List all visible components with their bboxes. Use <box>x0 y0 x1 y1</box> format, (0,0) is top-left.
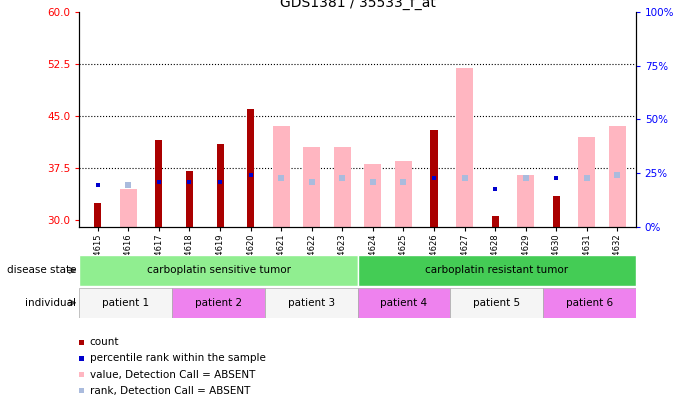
Text: disease state: disease state <box>6 265 76 275</box>
Bar <box>172 288 265 318</box>
Bar <box>430 130 437 227</box>
Bar <box>578 137 595 227</box>
Text: patient 5: patient 5 <box>473 298 520 308</box>
Text: patient 1: patient 1 <box>102 298 149 308</box>
Bar <box>358 288 451 318</box>
Text: patient 3: patient 3 <box>287 298 335 308</box>
Text: count: count <box>90 337 120 347</box>
Text: patient 2: patient 2 <box>195 298 242 308</box>
Bar <box>553 196 560 227</box>
Bar <box>155 140 162 227</box>
Bar <box>358 255 636 286</box>
Bar <box>364 164 381 227</box>
Bar <box>265 288 358 318</box>
Title: GDS1381 / 35533_f_at: GDS1381 / 35533_f_at <box>280 0 435 10</box>
Bar <box>79 288 172 318</box>
Text: carboplatin sensitive tumor: carboplatin sensitive tumor <box>146 265 290 275</box>
Text: rank, Detection Call = ABSENT: rank, Detection Call = ABSENT <box>90 386 250 396</box>
Bar <box>216 144 224 227</box>
Bar <box>120 189 137 227</box>
Bar <box>334 147 351 227</box>
Bar <box>247 109 254 227</box>
Text: individual: individual <box>25 298 76 308</box>
Text: patient 6: patient 6 <box>566 298 613 308</box>
Bar <box>186 171 193 227</box>
Bar <box>273 126 290 227</box>
Text: percentile rank within the sample: percentile rank within the sample <box>90 354 266 363</box>
Bar <box>395 161 412 227</box>
Text: carboplatin resistant tumor: carboplatin resistant tumor <box>425 265 568 275</box>
Text: patient 4: patient 4 <box>380 298 428 308</box>
Bar <box>456 68 473 227</box>
Bar <box>543 288 636 318</box>
Bar <box>79 255 358 286</box>
Bar <box>518 175 534 227</box>
Bar <box>303 147 320 227</box>
Text: value, Detection Call = ABSENT: value, Detection Call = ABSENT <box>90 370 255 379</box>
Bar <box>94 202 102 227</box>
Bar <box>451 288 543 318</box>
Bar <box>491 216 499 227</box>
Bar <box>609 126 626 227</box>
